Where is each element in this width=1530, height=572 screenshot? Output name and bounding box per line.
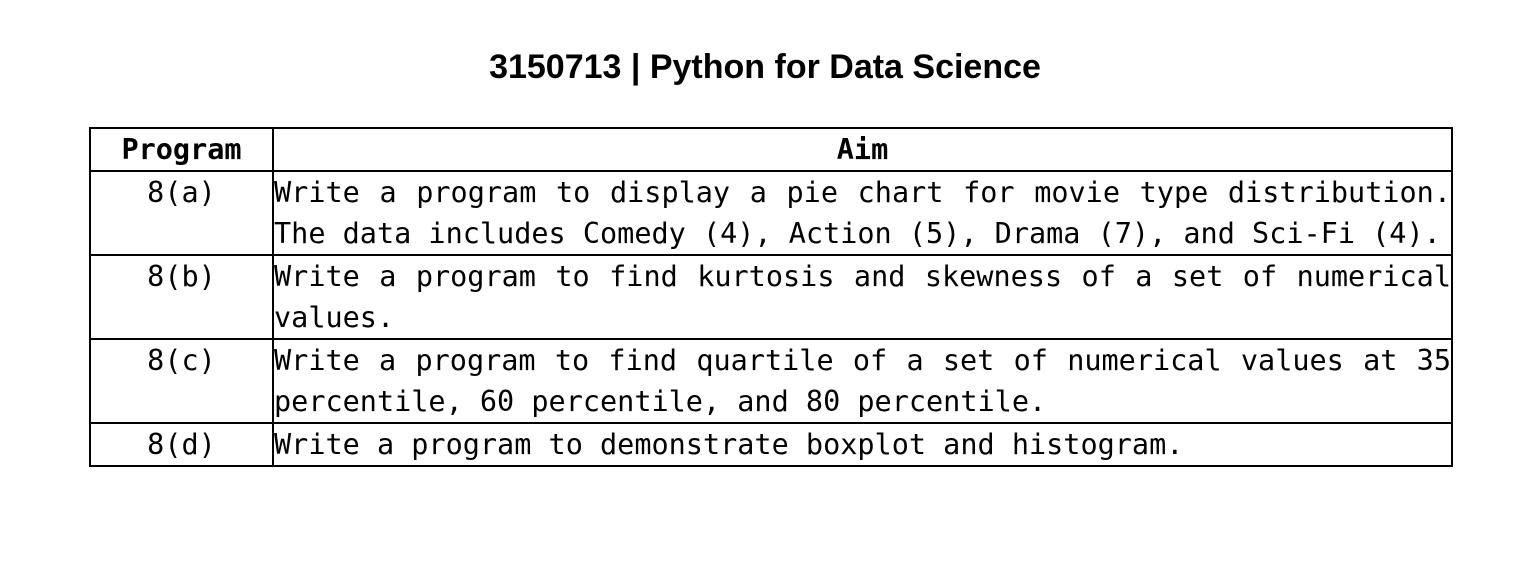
header-aim: Aim: [272, 127, 1453, 172]
table-row: 8(a) Write a program to display a pie ch…: [89, 170, 1453, 256]
program-aim-table: Program Aim 8(a) Write a program to disp…: [89, 127, 1453, 467]
program-aim: Write a program to find kurtosis and ske…: [272, 254, 1453, 340]
program-number: 8(a): [89, 170, 274, 256]
program-number: 8(b): [89, 254, 274, 340]
program-number: 8(c): [89, 338, 274, 424]
table-row: 8(b) Write a program to find kurtosis an…: [89, 254, 1453, 340]
program-aim: Write a program to find quartile of a se…: [272, 338, 1453, 424]
page-title: 3150713 | Python for Data Science: [489, 48, 1041, 86]
program-number: 8(d): [89, 422, 274, 467]
program-aim: Write a program to demonstrate boxplot a…: [272, 422, 1453, 467]
header-program: Program: [89, 127, 274, 172]
table-row: 8(c) Write a program to find quartile of…: [89, 338, 1453, 424]
table-row: 8(d) Write a program to demonstrate boxp…: [89, 422, 1453, 467]
table-header-row: Program Aim: [89, 127, 1453, 172]
program-aim: Write a program to display a pie chart f…: [272, 170, 1453, 256]
